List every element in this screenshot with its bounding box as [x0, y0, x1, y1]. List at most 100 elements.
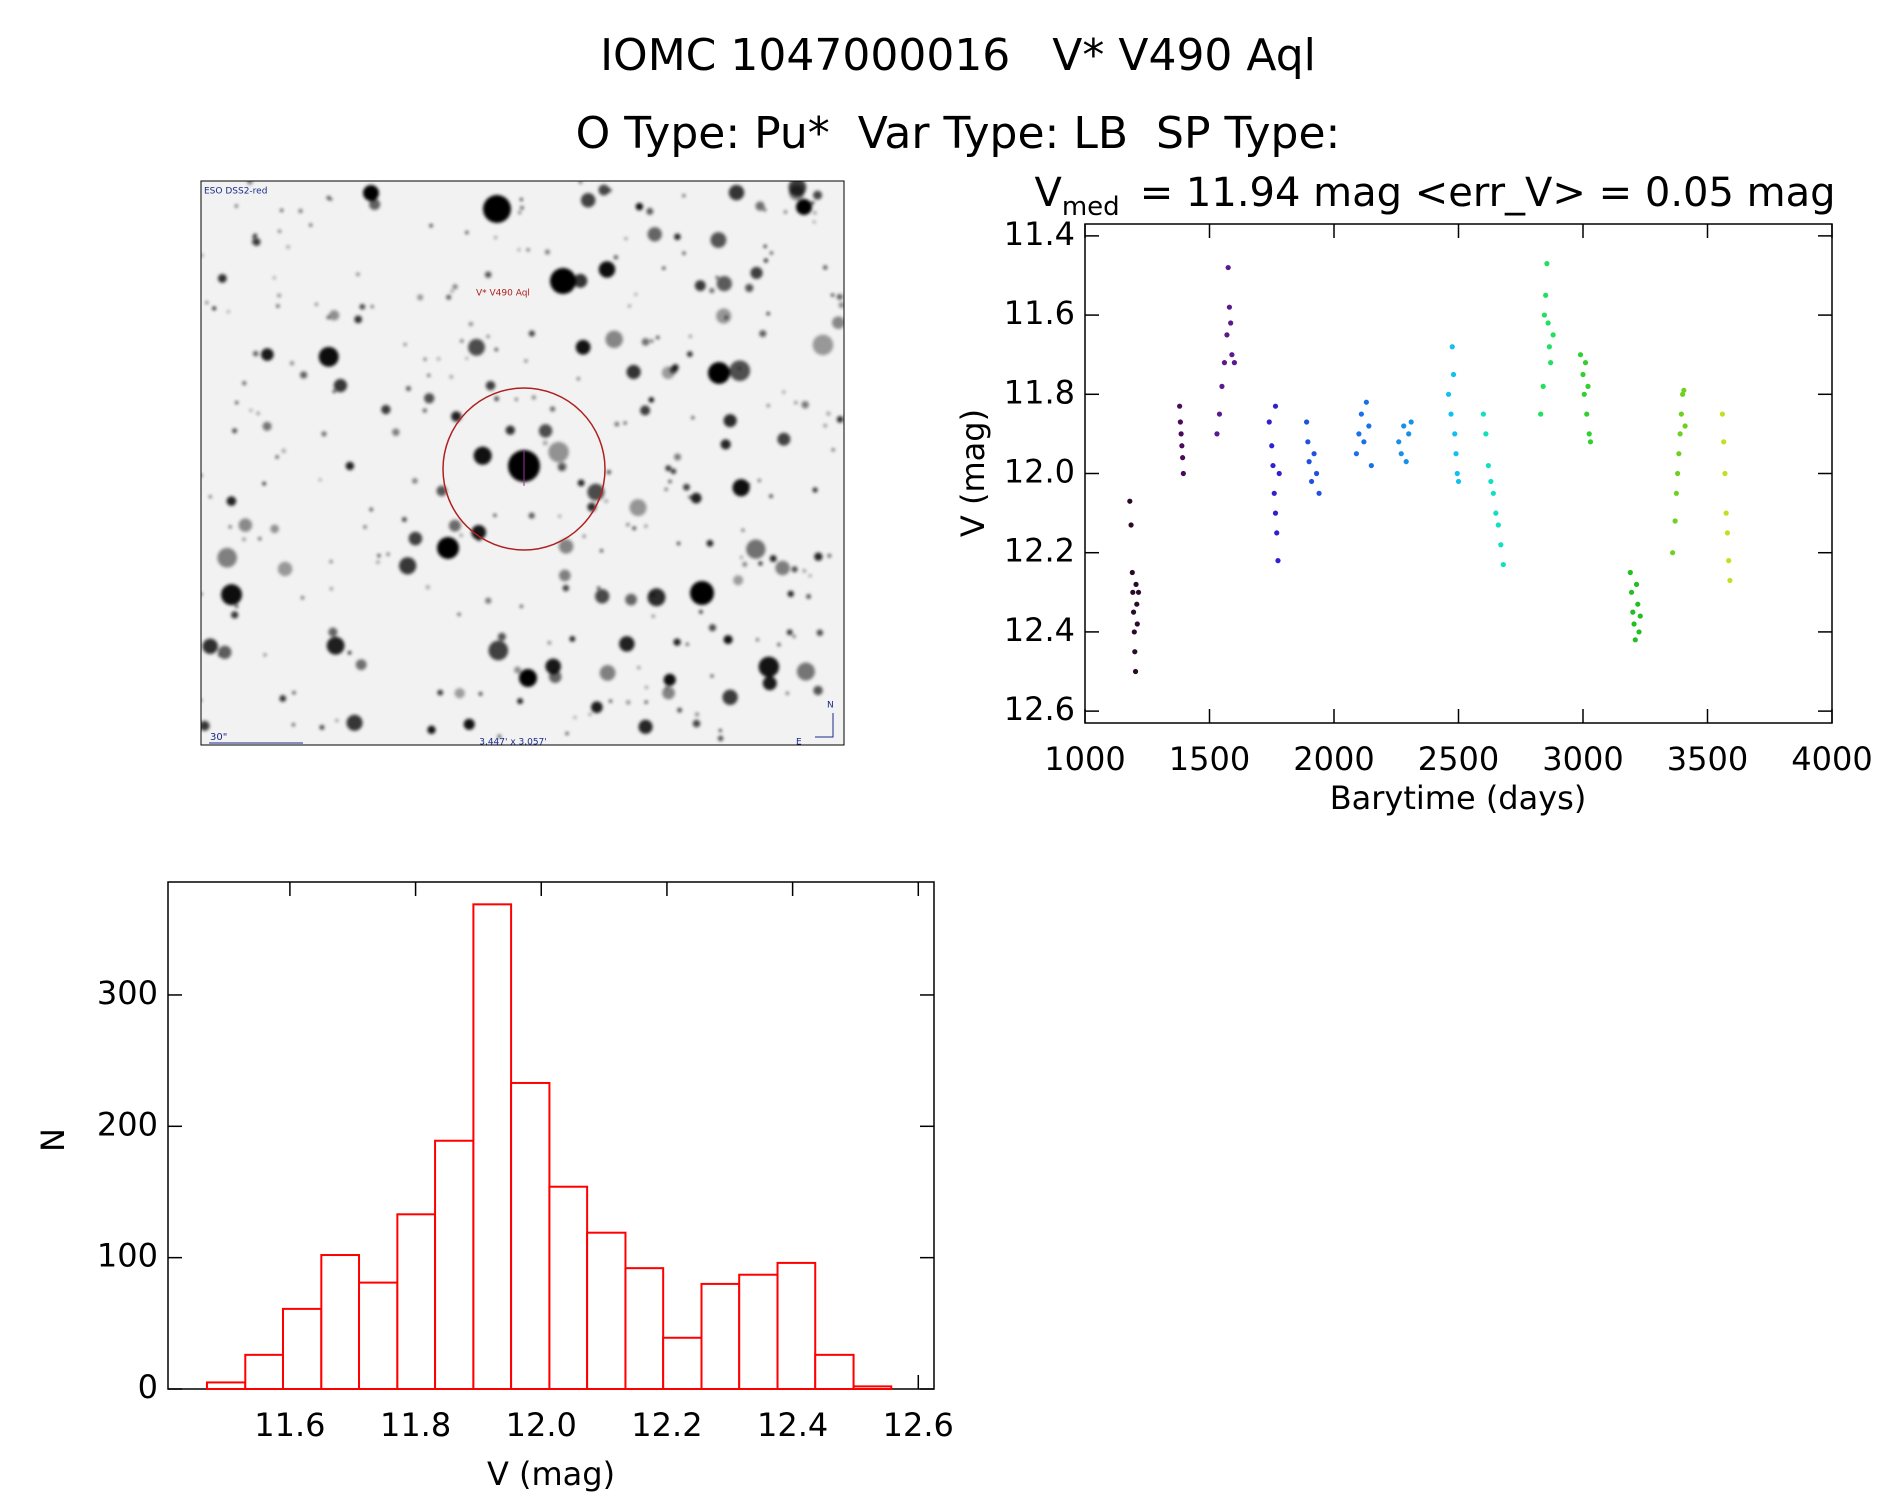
point: [1543, 292, 1549, 298]
point: [1131, 629, 1137, 635]
star: [370, 305, 374, 309]
star: [381, 404, 391, 415]
bar: [510, 1081, 551, 1391]
star: [272, 276, 276, 280]
star: [576, 377, 580, 381]
star: [836, 415, 844, 423]
point: [1545, 320, 1551, 326]
star: [710, 232, 727, 248]
star: [668, 479, 672, 484]
star: [355, 659, 367, 671]
star: [505, 425, 515, 435]
point: [1445, 391, 1452, 397]
star: [632, 526, 636, 531]
star: [392, 428, 400, 436]
star: [519, 604, 523, 608]
point: [1269, 443, 1275, 449]
star: [235, 401, 239, 405]
star: [363, 525, 367, 529]
point: [1637, 613, 1643, 619]
star: [234, 204, 238, 208]
point: [1358, 411, 1364, 417]
star: [403, 343, 407, 347]
point: [1361, 439, 1367, 445]
star: [677, 707, 683, 713]
star: [558, 514, 562, 518]
star: [517, 698, 524, 705]
star: [550, 268, 576, 294]
y-tick-label: 300: [97, 974, 158, 1012]
star: [578, 181, 583, 184]
star: [580, 192, 596, 208]
point: [1584, 411, 1590, 417]
size-label: 3.447' x 3.057': [479, 738, 547, 748]
star: [463, 718, 475, 730]
star: [676, 541, 681, 546]
star: [524, 359, 528, 363]
star: [436, 485, 447, 497]
star: [739, 555, 743, 559]
star: [329, 587, 333, 591]
point: [1587, 439, 1594, 445]
star: [674, 233, 681, 241]
star: [656, 335, 660, 340]
star: [723, 635, 733, 645]
point: [1586, 431, 1592, 437]
star: [423, 357, 427, 361]
star: [826, 411, 831, 416]
y-tick-label: 11.8: [1004, 373, 1075, 411]
star: [494, 235, 498, 239]
point: [1548, 360, 1554, 366]
x-axis-label: Barytime (days): [1330, 779, 1587, 817]
bar: [244, 1353, 284, 1390]
star: [326, 315, 331, 320]
y-axis-label: V (mag): [954, 409, 992, 537]
point: [1353, 451, 1360, 457]
star: [212, 306, 217, 311]
star: [816, 629, 824, 636]
star: [448, 519, 461, 532]
star: [694, 280, 706, 292]
star: [321, 431, 327, 437]
point: [1636, 629, 1642, 635]
star: [733, 575, 744, 586]
star: [201, 473, 203, 477]
star: [238, 518, 253, 532]
bar: [700, 1282, 741, 1390]
star: [485, 597, 492, 604]
star: [619, 636, 635, 652]
point: [1581, 391, 1587, 397]
x-tick-label: 1500: [1169, 740, 1250, 778]
star: [471, 524, 487, 540]
star: [791, 566, 798, 573]
point: [1632, 637, 1638, 643]
point: [1675, 470, 1681, 477]
x-tick-label: 12.2: [631, 1406, 702, 1444]
star: [346, 714, 363, 731]
star: [671, 363, 679, 371]
survey-label: ESO DSS2-red: [204, 187, 267, 197]
star: [808, 574, 812, 578]
star: [641, 338, 650, 346]
star: [299, 371, 308, 379]
star: [742, 561, 748, 567]
star: [626, 364, 641, 380]
star: [766, 311, 770, 316]
star: [319, 724, 325, 730]
point: [1633, 581, 1640, 587]
star: [377, 554, 381, 558]
star: [613, 255, 618, 260]
point: [1455, 478, 1462, 485]
star: [270, 524, 279, 534]
star: [205, 301, 209, 305]
point: [1229, 352, 1235, 358]
star: [827, 553, 832, 558]
star: [662, 266, 666, 270]
star: [459, 533, 463, 537]
star: [609, 699, 613, 703]
star: [242, 537, 246, 542]
star: [814, 552, 823, 561]
finder-image: ESO DSS2-red V* V490 Aql 30" 3.447' x 3.…: [200, 180, 845, 748]
star: [783, 210, 788, 214]
bar: [738, 1273, 779, 1391]
